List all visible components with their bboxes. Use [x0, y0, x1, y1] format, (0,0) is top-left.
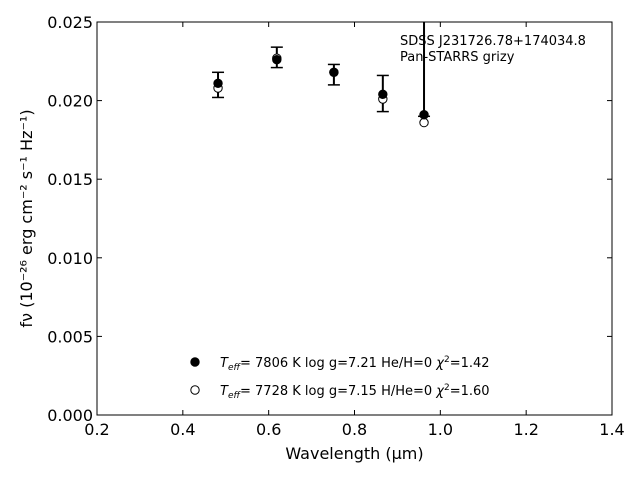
data-markers: [213, 53, 429, 128]
y-tick-label: 0.025: [47, 13, 93, 32]
x-tick-label: 0.4: [170, 420, 195, 439]
error-bars: [212, 22, 431, 118]
legend-marker: [190, 385, 200, 395]
annotation-survey: Pan-STARRS grizy: [400, 50, 515, 65]
y-axis-label: fν (10⁻²⁶ erg cm⁻² s⁻¹ Hz⁻¹): [17, 109, 36, 327]
x-tick-label: 1.4: [599, 420, 624, 439]
y-tick-label: 0.000: [47, 406, 93, 425]
legend-marker: [190, 357, 200, 367]
filled-marker: [213, 78, 223, 89]
y-tick-label: 0.015: [47, 170, 93, 189]
annotation-object-name: SDSS J231726.78+174034.8: [400, 34, 586, 49]
filled-marker: [419, 110, 429, 120]
open-marker: [419, 117, 429, 128]
x-tick-label: 1.0: [428, 420, 453, 439]
legend: Teff= 7806 K log g=7.21 He/H=0 χ2=1.42 Te…: [190, 355, 490, 401]
y-tick-label: 0.020: [47, 92, 93, 111]
x-tick-label: 0.6: [256, 420, 281, 439]
x-tick-label: 1.2: [513, 420, 538, 439]
legend-entry: Teff= 7728 K log g=7.15 H/He=0 χ2=1.60: [220, 383, 490, 401]
x-axis-ticks: 0.2 0.4 0.6 0.8 1.0 1.2 1.4: [84, 22, 625, 439]
x-axis-label: Wavelength (μm): [285, 444, 423, 463]
y-axis-ticks: 0.000 0.005 0.010 0.015 0.020 0.025: [47, 13, 612, 425]
legend-entry: Teff= 7806 K log g=7.21 He/H=0 χ2=1.42: [220, 355, 490, 373]
filled-marker: [329, 67, 339, 78]
filled-marker: [378, 89, 388, 100]
x-tick-label: 0.8: [342, 420, 367, 439]
x-tick-label: 0.2: [84, 420, 109, 439]
filled-marker: [272, 55, 282, 65]
y-tick-label: 0.010: [47, 249, 93, 268]
y-tick-label: 0.005: [47, 327, 93, 346]
